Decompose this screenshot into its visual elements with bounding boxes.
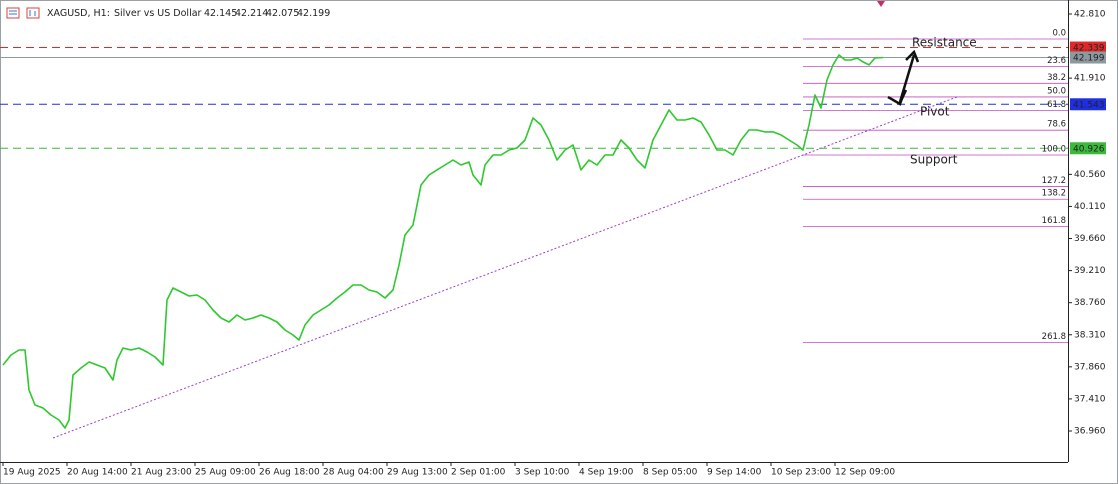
y-tick-label: 36.960 [1074, 426, 1106, 436]
annotation: Resistance [912, 36, 977, 50]
fibo-label: 38.2 [1047, 73, 1066, 83]
marker [877, 1, 885, 7]
trendline [52, 96, 958, 439]
level-price-label: 42.339 [1073, 44, 1105, 54]
fibo-label: 78.6 [1047, 120, 1066, 130]
description: Silver vs US Dollar [114, 8, 202, 19]
fibo-label: 0.0 [1052, 28, 1066, 38]
header-icons [6, 7, 40, 19]
fibo-label: 61.8 [1047, 100, 1066, 110]
x-tick-label: 8 Sep 05:00 [643, 468, 698, 478]
y-tick-label: 38.310 [1074, 330, 1106, 340]
y-tick-label: 40.560 [1074, 170, 1106, 180]
symbol: XAGUSD, H1: [47, 8, 110, 19]
x-tick-label: 25 Aug 09:00 [195, 468, 256, 478]
x-tick-label: 20 Aug 14:00 [67, 468, 128, 478]
y-tick-label: 42.810 [1074, 9, 1106, 19]
x-tick-label: 12 Sep 09:00 [835, 468, 895, 478]
fibo-label: 161.8 [1042, 216, 1066, 226]
annotation: Pivot [920, 105, 950, 119]
x-tick-label: 29 Aug 13:00 [387, 468, 448, 478]
y-tick-label: 39.660 [1074, 234, 1106, 244]
level-price-box [1070, 41, 1106, 54]
level-price-box [1070, 51, 1106, 64]
fibo-label: 127.2 [1042, 176, 1066, 186]
y-tick-label: 39.210 [1074, 266, 1106, 276]
ohlc-open: 42.145 [204, 8, 237, 19]
x-tick-label: 28 Aug 04:00 [323, 468, 384, 478]
x-tick-label: 2 Sep 01:00 [451, 468, 506, 478]
annotation: Support [910, 153, 958, 167]
ohlc-close: 42.199 [297, 8, 330, 19]
arrows [887, 49, 920, 106]
fibo-label: 138.2 [1042, 189, 1066, 199]
level-price-box [1070, 142, 1106, 155]
x-tick-label: 19 Aug 2025 [3, 468, 61, 478]
plot-area [0, 38, 1068, 439]
fibo-label: 100.0 [1042, 144, 1066, 154]
level-price-label: 41.543 [1073, 100, 1105, 110]
y-tick-label: 37.860 [1074, 362, 1106, 372]
level-price-label: 42.199 [1073, 54, 1105, 64]
x-tick-label: 21 Aug 23:00 [131, 468, 192, 478]
y-tick-label: 41.910 [1074, 74, 1106, 84]
fibo-label: 23.6 [1047, 56, 1066, 66]
y-tick-label: 37.410 [1074, 394, 1106, 404]
fibo-label: 50.0 [1047, 86, 1066, 96]
chart-header: XAGUSD, H1: Silver vs US Dollar 42.145 4… [47, 8, 330, 19]
x-tick-label: 4 Sep 19:00 [579, 468, 634, 478]
x-tick-label: 9 Sep 14:00 [707, 468, 762, 478]
x-tick-label: 10 Sep 23:00 [771, 468, 831, 478]
fibo-label: 261.8 [1042, 332, 1066, 342]
level-price-box [1070, 98, 1106, 111]
level-price-label: 40.926 [1073, 144, 1105, 154]
x-tick-label: 3 Sep 10:00 [515, 468, 570, 478]
x-tick-label: 26 Aug 18:00 [259, 468, 320, 478]
y-tick-label: 38.760 [1074, 298, 1106, 308]
price-line [2, 54, 884, 429]
ohlc-low: 42.075 [266, 8, 299, 19]
y-tick-label: 40.110 [1074, 202, 1106, 212]
ohlc-high: 42.214 [235, 8, 268, 19]
